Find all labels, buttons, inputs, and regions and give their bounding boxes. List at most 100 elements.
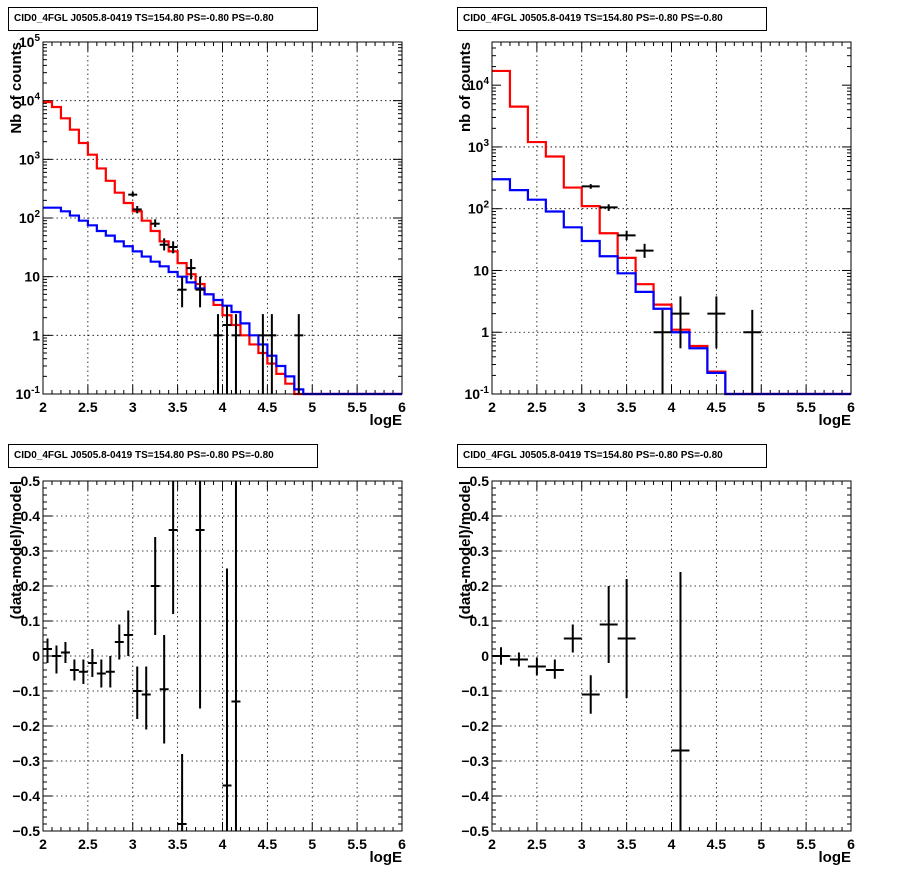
data-point	[177, 276, 187, 308]
x-tick-label: 6	[847, 836, 855, 852]
plot-frame	[42, 480, 403, 832]
y-tick-label: 105	[19, 33, 41, 50]
y-tick-label: 0.1	[470, 613, 490, 629]
data-point	[617, 230, 636, 241]
x-tick-label: 4	[219, 399, 227, 415]
data-point	[294, 314, 304, 394]
plot4-title: CID0_4FGL J0505.8-0419 TS=154.80 PS=-0.8…	[457, 444, 767, 468]
y-tick-label: 0.2	[470, 578, 490, 594]
data-point	[195, 481, 205, 709]
y-axis-label: Nb of counts	[8, 42, 25, 134]
y-tick-label: 1	[481, 324, 489, 340]
chart-1: 2 2.5 3 3.5 4 4.5 5 5.5 6 10-1 1 10 102 103 104 105 logE…	[8, 33, 406, 429]
x-tick-label: 4.5	[707, 399, 727, 415]
x-tick-label: 6	[398, 399, 406, 415]
y-tick-label: 104	[468, 76, 490, 93]
x-tick-label: 2	[39, 836, 47, 852]
y-tick-label: 102	[19, 209, 41, 226]
data-point	[581, 184, 600, 189]
y-tick-label: −0.1	[12, 683, 40, 699]
data-point	[581, 675, 600, 714]
y-tick-label: −0.3	[12, 753, 40, 769]
y-tick-label: 0.5	[470, 473, 490, 489]
x-axis-label: logE	[370, 849, 403, 866]
x-tick-label: 3	[129, 399, 137, 415]
x-tick-label: 5.5	[796, 836, 816, 852]
data-point	[213, 314, 223, 394]
y-tick-label: 0	[32, 648, 40, 664]
y-tick-label: 103	[19, 150, 41, 167]
data-point	[186, 259, 196, 280]
x-axis-label: logE	[819, 849, 852, 866]
data-point	[87, 649, 97, 677]
x-tick-label: 3.5	[617, 836, 637, 852]
x-tick-label: 2.5	[78, 399, 98, 415]
y-tick-label: 10-1	[16, 385, 41, 402]
data-point	[60, 642, 70, 663]
data-point	[707, 296, 726, 349]
x-tick-label: 5	[757, 399, 765, 415]
chart-3: 2 2.5 3 3.5 4 4.5 5 5.5 6 −0.5 −0.4 −0.3 −0.2 −0.1 0 0.…	[8, 473, 406, 866]
x-tick-label: 2	[488, 836, 496, 852]
x-tick-label: 4.5	[707, 836, 727, 852]
x-tick-label: 3	[578, 399, 586, 415]
y-tick-label: −0.5	[461, 823, 489, 839]
x-axis-label: logE	[819, 412, 852, 429]
data-point	[222, 568, 232, 831]
y-tick-label: −0.5	[12, 823, 40, 839]
data-point	[222, 305, 232, 394]
data-point	[635, 243, 654, 258]
data-point	[141, 666, 151, 730]
y-tick-label: 0.1	[21, 613, 41, 629]
x-tick-label: 4	[219, 836, 227, 852]
data-point	[51, 645, 61, 674]
x-tick-label: 3	[129, 836, 137, 852]
data-point	[743, 309, 762, 394]
data-point	[527, 657, 546, 676]
data-point	[128, 191, 138, 197]
y-tick-label: −0.1	[461, 683, 489, 699]
data-point	[258, 314, 268, 394]
x-tick-label: 4.5	[258, 836, 278, 852]
y-tick-label: −0.4	[12, 788, 40, 804]
y-axis-label: nb of counts	[457, 42, 474, 132]
data-point	[599, 586, 618, 663]
data-point	[617, 579, 636, 698]
data-point	[563, 624, 582, 653]
y-tick-label: 0	[481, 648, 489, 664]
plot-frame	[42, 41, 403, 395]
y-tick-label: 0.5	[21, 473, 41, 489]
x-tick-label: 3.5	[168, 399, 188, 415]
data-point	[168, 241, 178, 254]
data-point	[114, 624, 124, 660]
x-tick-label: 5	[308, 399, 316, 415]
x-tick-label: 2	[488, 399, 496, 415]
x-tick-label: 5.5	[347, 399, 367, 415]
y-tick-label: −0.2	[12, 718, 40, 734]
data-point	[132, 666, 142, 719]
y-tick-label: 0.4	[21, 508, 41, 524]
data-point	[599, 204, 618, 211]
plot3-title: CID0_4FGL J0505.8-0419 TS=154.80 PS=-0.8…	[8, 444, 318, 468]
x-tick-label: 5	[757, 836, 765, 852]
plot1-title: CID0_4FGL J0505.8-0419 TS=154.80 PS=-0.8…	[8, 7, 318, 31]
data-point	[545, 659, 564, 679]
y-tick-label: 102	[468, 200, 490, 217]
x-tick-label: 3.5	[617, 399, 637, 415]
y-axis-label: (data-model)/model	[8, 481, 25, 619]
plot2-title: CID0_4FGL J0505.8-0419 TS=154.80 PS=-0.8…	[457, 7, 767, 31]
y-tick-label: 0.3	[21, 543, 41, 559]
x-tick-label: 2.5	[527, 836, 547, 852]
y-tick-label: 10	[473, 262, 489, 278]
y-tick-label: 104	[19, 92, 41, 109]
y-tick-label: 10	[24, 269, 40, 285]
y-tick-label: −0.4	[461, 788, 489, 804]
data-point	[123, 610, 133, 656]
data-point	[231, 314, 241, 394]
x-tick-label: 3.5	[168, 836, 188, 852]
x-axis-label: logE	[370, 412, 403, 429]
y-tick-label: 0.3	[470, 543, 490, 559]
data-point	[671, 572, 690, 831]
series-2-line	[43, 206, 402, 396]
